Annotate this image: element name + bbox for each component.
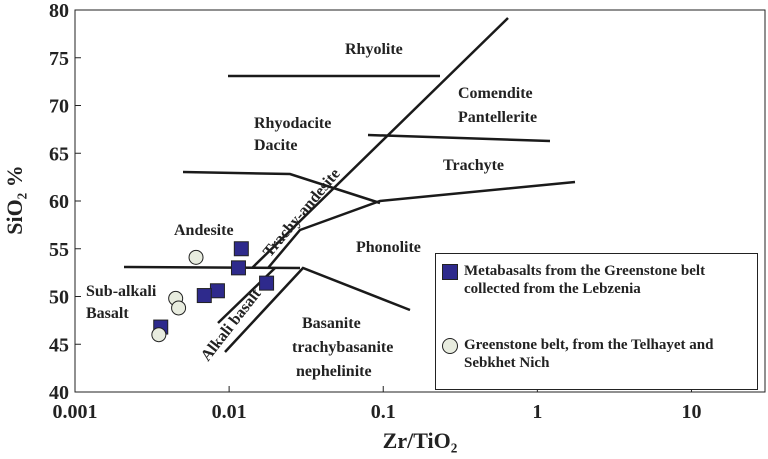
field-label: Rhyodacite — [254, 115, 331, 132]
field-label: Andesite — [174, 222, 234, 239]
point — [171, 300, 187, 316]
field-label: Rhyolite — [345, 41, 403, 58]
field-label: Basalt — [86, 305, 129, 322]
x-axis-label: Zr/TiO₂ — [383, 428, 458, 453]
y-tick-label: 60 — [49, 191, 69, 213]
legend-label: Metabasalts from the Greenstone belt col… — [464, 263, 706, 297]
point — [151, 327, 167, 343]
y-tick-label: 65 — [49, 143, 69, 165]
boundary — [251, 17, 509, 269]
y-tick-label: 70 — [49, 96, 69, 118]
boundary — [267, 180, 576, 269]
field-label: Pantellerite — [458, 109, 537, 126]
x-tick-label: 0.01 — [212, 401, 247, 423]
field-label: Trachyte — [443, 157, 504, 174]
boundary — [123, 265, 301, 270]
point — [233, 241, 249, 257]
boundary — [182, 170, 381, 205]
field-label: Comendite — [458, 85, 533, 102]
x-tick-label: 0.1 — [371, 401, 396, 423]
boundary — [367, 133, 551, 143]
x-tick-label: 1 — [532, 401, 542, 423]
field-label: trachybasanite — [292, 339, 393, 356]
field-label: Trachy-andesite — [260, 165, 344, 260]
x-tick-label: 10 — [681, 401, 701, 423]
point — [196, 288, 212, 304]
boundary — [224, 266, 411, 353]
point — [259, 275, 275, 291]
y-tick-label: 80 — [49, 0, 69, 22]
field-label: Sub-alkali — [86, 283, 157, 300]
field-boundaries — [123, 17, 576, 353]
y-tick-label: 45 — [49, 334, 69, 356]
legend-label: Greenstone belt, from the Telhayet and S… — [464, 337, 714, 371]
field-label: nephelinite — [296, 363, 372, 380]
legend-symbol — [442, 264, 458, 280]
y-tick-label: 50 — [49, 287, 69, 309]
legend-item: Greenstone belt, from the Telhayet and S… — [442, 336, 744, 372]
field-label: Basanite — [302, 315, 361, 332]
legend-symbol — [442, 338, 458, 354]
y-tick-label: 40 — [49, 382, 69, 404]
y-tick-label: 55 — [49, 239, 69, 261]
legend-item: Metabasalts from the Greenstone belt col… — [442, 262, 744, 298]
y-tick-label: 75 — [49, 48, 69, 70]
point — [230, 260, 246, 276]
x-tick-label: 0.001 — [53, 401, 98, 423]
point — [188, 249, 204, 265]
field-label: Phonolite — [356, 239, 421, 256]
y-axis-label: SiO₂ % — [2, 165, 27, 235]
legend: Metabasalts from the Greenstone belt col… — [435, 253, 758, 390]
field-label: Dacite — [254, 137, 298, 154]
point — [209, 283, 225, 299]
